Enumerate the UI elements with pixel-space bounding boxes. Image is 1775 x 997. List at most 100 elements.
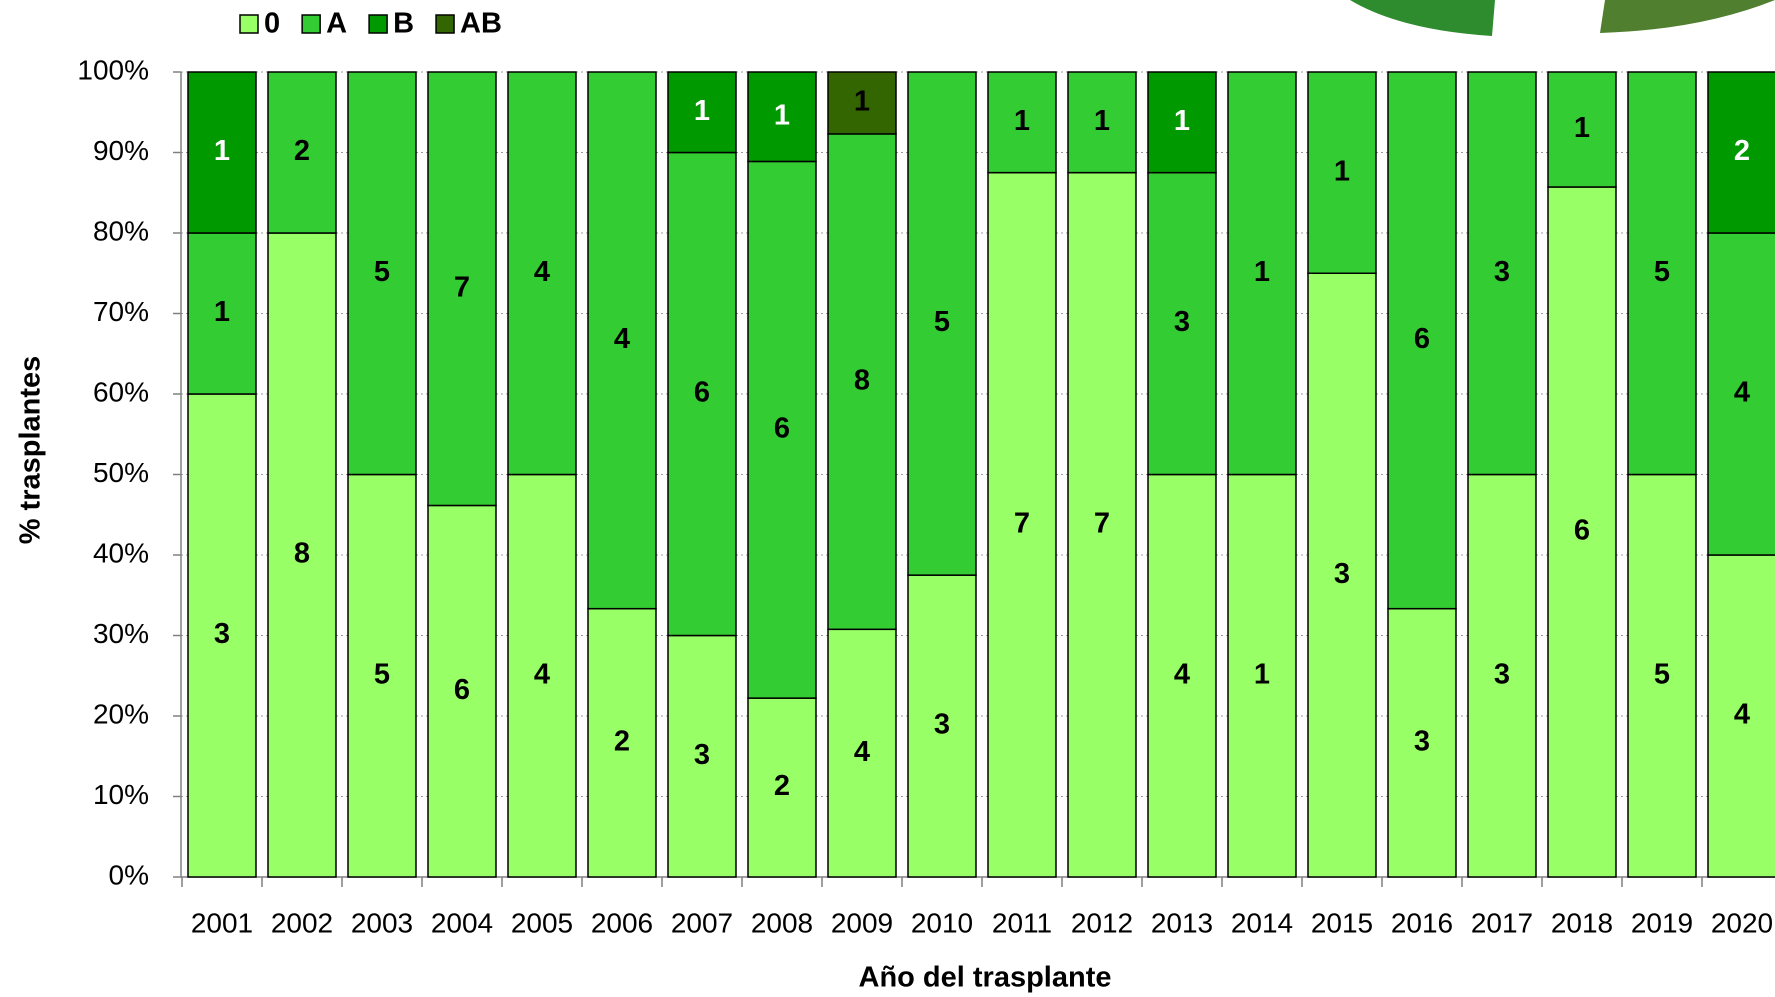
bar-segment bbox=[1387, 71, 1457, 610]
bar-segment bbox=[587, 71, 657, 610]
data-label: 3 bbox=[1334, 558, 1350, 590]
bar-segment bbox=[1547, 71, 1617, 188]
data-label: 4 bbox=[854, 736, 870, 768]
x-tick-label: 2020 bbox=[1711, 907, 1773, 938]
bar-segment bbox=[1307, 71, 1377, 274]
x-tick-label: 2006 bbox=[591, 907, 653, 938]
legend-label: 0 bbox=[264, 8, 280, 40]
legend-swatch bbox=[301, 14, 321, 34]
data-label: 5 bbox=[1654, 658, 1670, 690]
bar-segment bbox=[907, 71, 977, 576]
data-label: 6 bbox=[1414, 323, 1430, 355]
data-label: 5 bbox=[374, 256, 390, 288]
data-label: 1 bbox=[694, 95, 710, 127]
data-label: 7 bbox=[454, 271, 470, 303]
x-tick-label: 2005 bbox=[511, 907, 573, 938]
data-label: 1 bbox=[1254, 658, 1270, 690]
x-tick-label: 2010 bbox=[911, 907, 973, 938]
bar-segment bbox=[187, 71, 257, 234]
data-label: 1 bbox=[214, 135, 230, 167]
x-tick-label: 2011 bbox=[992, 907, 1052, 938]
data-label: 7 bbox=[1094, 507, 1110, 539]
x-tick-label: 2009 bbox=[831, 907, 893, 938]
y-tick-label: 60% bbox=[93, 376, 149, 407]
data-label: 6 bbox=[694, 377, 710, 409]
x-tick-label: 2016 bbox=[1391, 907, 1453, 938]
data-label: 3 bbox=[214, 618, 230, 650]
x-axis-title: Año del trasplante bbox=[859, 962, 1112, 994]
legend-label: B bbox=[393, 8, 414, 40]
data-label: 1 bbox=[1254, 256, 1270, 288]
bar-segment bbox=[1227, 71, 1297, 476]
bar-segment bbox=[987, 71, 1057, 174]
data-label: 3 bbox=[1174, 306, 1190, 338]
x-tick-label: 2004 bbox=[431, 907, 493, 938]
data-label: 2 bbox=[1734, 135, 1750, 167]
bar-segment bbox=[1707, 71, 1775, 234]
data-label: 1 bbox=[854, 86, 870, 118]
data-label: 3 bbox=[1414, 725, 1430, 757]
x-tick-label: 2013 bbox=[1151, 907, 1213, 938]
y-tick-label: 30% bbox=[93, 618, 149, 649]
data-label: 5 bbox=[1654, 256, 1670, 288]
x-tick-label: 2014 bbox=[1231, 907, 1293, 938]
bar-segment bbox=[507, 71, 577, 476]
data-label: 1 bbox=[1174, 105, 1190, 137]
bar-segment bbox=[1467, 71, 1537, 476]
data-label: 2 bbox=[774, 770, 790, 802]
data-label: 2 bbox=[294, 135, 310, 167]
bar-segment bbox=[1627, 473, 1697, 878]
y-tick-label: 50% bbox=[93, 457, 149, 488]
data-label: 3 bbox=[1494, 256, 1510, 288]
data-label: 3 bbox=[1494, 658, 1510, 690]
data-label: 5 bbox=[374, 658, 390, 690]
bar-segment bbox=[827, 133, 897, 631]
data-label: 7 bbox=[1014, 507, 1030, 539]
bar-segment bbox=[1707, 554, 1775, 878]
bar-segment bbox=[827, 71, 897, 135]
decoration bbox=[1350, 0, 1495, 36]
bar-segment bbox=[987, 171, 1057, 878]
data-label: 4 bbox=[534, 256, 550, 288]
bar-segment bbox=[1067, 71, 1137, 174]
y-tick-label: 100% bbox=[77, 54, 149, 85]
bar-segment bbox=[667, 71, 737, 154]
y-tick-label: 0% bbox=[109, 859, 149, 890]
data-label: 1 bbox=[1334, 155, 1350, 187]
bar-segment bbox=[267, 232, 337, 878]
decoration bbox=[1600, 0, 1775, 33]
data-label: 4 bbox=[1734, 377, 1750, 409]
bar-segment bbox=[347, 71, 417, 476]
y-tick-label: 10% bbox=[93, 779, 149, 810]
bar-segment bbox=[1547, 186, 1617, 878]
y-tick-label: 40% bbox=[93, 537, 149, 568]
legend-label: AB bbox=[460, 8, 502, 40]
x-tick-label: 2008 bbox=[751, 907, 813, 938]
x-tick-label: 2002 bbox=[271, 907, 333, 938]
bar-segment bbox=[1147, 71, 1217, 174]
bar-segment bbox=[907, 574, 977, 878]
bar-segment bbox=[187, 232, 257, 395]
data-label: 8 bbox=[294, 538, 310, 570]
y-tick-label: 80% bbox=[93, 215, 149, 246]
bar-segment bbox=[427, 71, 497, 507]
y-axis-title: % trasplantes bbox=[15, 356, 47, 545]
data-label: 4 bbox=[1174, 658, 1190, 690]
y-tick-label: 90% bbox=[93, 135, 149, 166]
x-tick-label: 2007 bbox=[671, 907, 733, 938]
x-tick-label: 2012 bbox=[1071, 907, 1133, 938]
bar-segment bbox=[1387, 607, 1457, 878]
x-tick-label: 2001 bbox=[191, 907, 253, 938]
x-tick-label: 2018 bbox=[1551, 907, 1613, 938]
x-tick-label: 2019 bbox=[1631, 907, 1693, 938]
data-label: 1 bbox=[1014, 105, 1030, 137]
data-label: 1 bbox=[1094, 105, 1110, 137]
x-tick-label: 2015 bbox=[1311, 907, 1373, 938]
bar-segment bbox=[267, 71, 337, 234]
data-label: 1 bbox=[1574, 112, 1590, 144]
data-label: 4 bbox=[1734, 699, 1750, 731]
data-label: 4 bbox=[534, 658, 550, 690]
data-label: 6 bbox=[774, 412, 790, 444]
x-tick-label: 2003 bbox=[351, 907, 413, 938]
